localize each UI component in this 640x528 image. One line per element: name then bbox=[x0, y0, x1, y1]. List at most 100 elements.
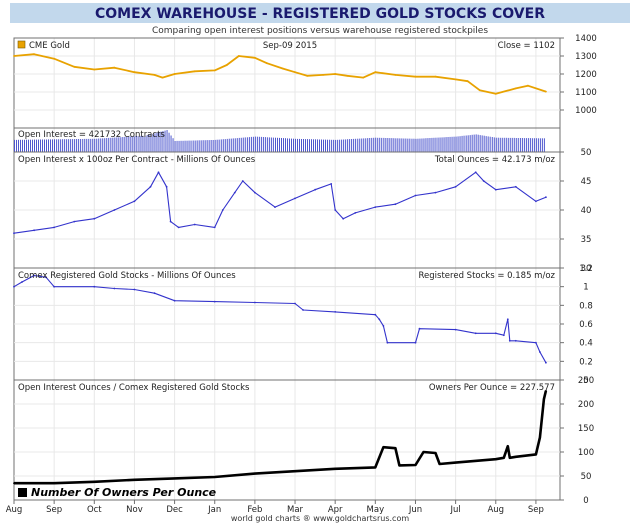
oi-bar bbox=[363, 138, 365, 152]
oi-bar bbox=[317, 139, 318, 152]
data-point bbox=[113, 209, 116, 211]
oi-bar bbox=[100, 138, 102, 152]
data-point bbox=[153, 74, 156, 76]
oi-bar bbox=[60, 139, 62, 152]
data-point bbox=[13, 232, 15, 235]
x-tick-label: May bbox=[367, 505, 385, 515]
oi-bar bbox=[36, 139, 37, 152]
y-tick-label: 1000 bbox=[575, 106, 597, 116]
data-point bbox=[454, 185, 457, 188]
oi-bar bbox=[303, 139, 304, 152]
oi-bar bbox=[453, 136, 455, 152]
oi-bar bbox=[84, 138, 86, 152]
y-tick-label: 1100 bbox=[575, 88, 597, 98]
data-point bbox=[213, 300, 216, 303]
x-tick-label: Feb bbox=[247, 505, 262, 515]
y-tick-label: 0.6 bbox=[579, 320, 593, 330]
oi-bar bbox=[256, 136, 258, 152]
oi-bar bbox=[503, 137, 505, 152]
oi-bar bbox=[206, 140, 208, 152]
data-point bbox=[266, 62, 268, 65]
oi-bar bbox=[499, 137, 501, 152]
oi-bar bbox=[451, 136, 453, 152]
y-tick-label: 50 bbox=[581, 148, 592, 158]
y-tick-label: 200 bbox=[578, 400, 594, 410]
data-point bbox=[213, 226, 216, 229]
oi-bar bbox=[341, 139, 343, 152]
y-tick-label: 0.4 bbox=[579, 339, 593, 349]
oi-bar bbox=[244, 137, 246, 152]
data-point bbox=[173, 73, 176, 75]
oi-bar bbox=[519, 138, 521, 152]
oi-bar bbox=[333, 139, 335, 152]
oi-bar bbox=[218, 139, 220, 152]
oi-bar bbox=[309, 139, 310, 152]
x-tick-label: Jul bbox=[449, 505, 460, 515]
data-point bbox=[161, 76, 164, 79]
oi-bar bbox=[210, 140, 212, 152]
data-point bbox=[474, 332, 477, 335]
oi-bar bbox=[198, 140, 200, 152]
oi-bar bbox=[150, 134, 152, 152]
oi-bar bbox=[90, 138, 92, 152]
data-point bbox=[133, 200, 136, 203]
panel-readout-right: Owners Per Ounce = 227.577 bbox=[429, 383, 555, 393]
oi-bar bbox=[469, 135, 471, 152]
x-tick-label: Nov bbox=[126, 505, 143, 515]
oi-bar bbox=[252, 136, 254, 152]
oi-bar bbox=[537, 138, 539, 152]
data-point bbox=[454, 78, 457, 81]
oi-bar bbox=[156, 132, 158, 152]
oi-bar bbox=[26, 139, 27, 152]
oi-bar bbox=[405, 138, 407, 152]
data-point bbox=[93, 217, 96, 220]
data-point bbox=[502, 334, 505, 337]
oi-bar bbox=[124, 136, 126, 152]
oi-bar bbox=[118, 137, 120, 152]
oi-bar bbox=[313, 139, 314, 152]
x-tick-label: Aug bbox=[6, 505, 23, 515]
oi-bar bbox=[283, 138, 284, 152]
oi-bar bbox=[50, 139, 51, 152]
oi-bar bbox=[42, 139, 43, 152]
data-point bbox=[133, 478, 136, 481]
oi-bar bbox=[212, 140, 214, 152]
oi-bar bbox=[403, 138, 405, 152]
oi-bar bbox=[533, 138, 535, 152]
oi-bar bbox=[421, 138, 423, 152]
oi-bar bbox=[254, 136, 256, 152]
oi-bar bbox=[240, 137, 242, 152]
oi-bar bbox=[297, 138, 298, 152]
data-point bbox=[113, 66, 116, 69]
oi-bar bbox=[291, 138, 292, 152]
oi-bar bbox=[234, 138, 236, 152]
data-point bbox=[527, 84, 529, 87]
data-point bbox=[306, 74, 308, 77]
panel-frame bbox=[13, 379, 561, 501]
owners-legend-label: Number Of Owners Per Ounce bbox=[31, 486, 217, 499]
data-point bbox=[282, 67, 284, 70]
oi-bar bbox=[377, 137, 379, 152]
oi-bar bbox=[505, 137, 507, 152]
oi-bar bbox=[162, 131, 164, 152]
oi-bar bbox=[463, 135, 465, 152]
oi-bar bbox=[347, 139, 349, 152]
data-point bbox=[13, 55, 15, 57]
oi-bar bbox=[395, 138, 397, 153]
oi-bar bbox=[24, 139, 25, 152]
oi-bar bbox=[250, 136, 252, 152]
oi-bar bbox=[509, 137, 511, 152]
oi-bar bbox=[343, 139, 345, 152]
oi-bar bbox=[529, 138, 531, 152]
oi-bar bbox=[38, 139, 39, 152]
chart-title: COMEX WAREHOUSE - REGISTERED GOLD STOCKS… bbox=[95, 6, 545, 22]
data-point bbox=[334, 311, 337, 313]
oi-bar bbox=[413, 138, 415, 152]
data-point bbox=[314, 188, 316, 191]
data-point bbox=[478, 89, 481, 92]
oi-bar bbox=[305, 139, 306, 152]
data-point bbox=[545, 389, 547, 392]
oi-bar bbox=[154, 133, 156, 152]
y-tick-label: 1.2 bbox=[579, 264, 593, 274]
oi-bar bbox=[56, 139, 58, 152]
